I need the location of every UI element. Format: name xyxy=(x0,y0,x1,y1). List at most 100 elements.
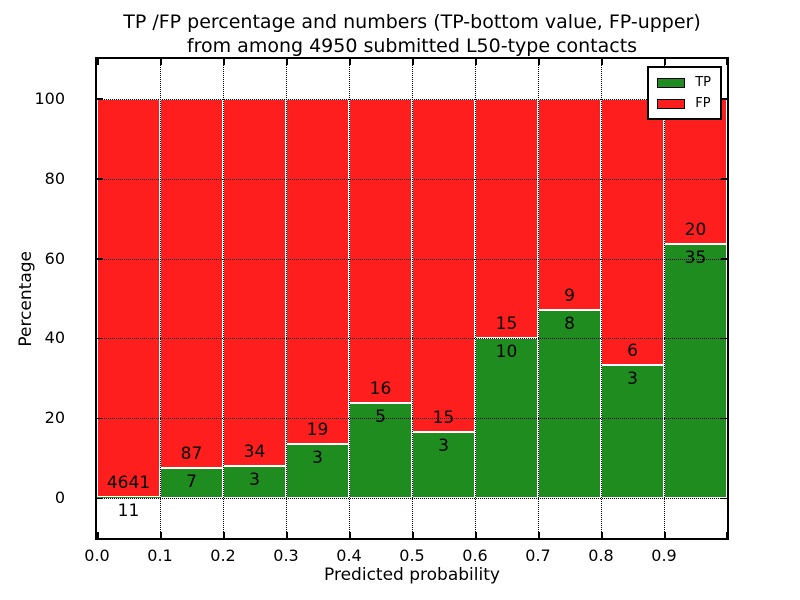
bar-segment-tp xyxy=(160,468,223,499)
chart-title: TP /FP percentage and numbers (TP-bottom… xyxy=(97,10,727,58)
gridline-vertical xyxy=(159,59,161,538)
x-tick-mark xyxy=(412,59,414,65)
gridline-vertical xyxy=(663,59,665,538)
bar-segment-fp xyxy=(349,98,412,404)
y-tick-mark xyxy=(97,178,103,180)
bar-segment-fp xyxy=(538,98,601,311)
y-tick-mark xyxy=(97,337,103,340)
gridline-vertical xyxy=(411,59,413,538)
bar-segment-tp xyxy=(286,443,349,499)
fp-count-label: 15 xyxy=(495,314,518,335)
x-tick-mark xyxy=(475,532,477,538)
x-tick-mark xyxy=(538,59,540,65)
y-tick-label: 60 xyxy=(44,248,65,268)
bar-segment-fp xyxy=(601,98,664,366)
x-tick-mark xyxy=(97,59,99,65)
tp-count-label: 3 xyxy=(312,447,323,468)
gridline-horizontal xyxy=(97,498,727,500)
x-tick-label: 0.8 xyxy=(588,546,614,565)
tp-legend-swatch xyxy=(657,77,686,88)
ticks-layer xyxy=(97,59,727,538)
fp-count-label: 87 xyxy=(180,444,203,465)
gridline-vertical xyxy=(348,59,350,538)
plot-area: 4641 11 87 7 34 3 19 3 16 5 15 3 15 10 9 8 6 3 20 35 TP FP xyxy=(95,57,729,540)
x-tick-mark xyxy=(97,532,99,538)
x-tick-mark xyxy=(601,59,603,65)
x-axis-label: Predicted probability xyxy=(324,565,500,585)
tp-count-label: 3 xyxy=(438,435,449,456)
fp-count-label: 20 xyxy=(684,220,707,241)
bar-segment-tp xyxy=(223,465,286,499)
bar-segment-fp xyxy=(475,98,538,339)
gridline-horizontal xyxy=(97,418,727,420)
legend-row: FP xyxy=(657,93,711,114)
x-tick-label: 0.9 xyxy=(651,546,677,565)
legend-row: TP xyxy=(657,72,711,93)
gridline-horizontal xyxy=(97,338,727,340)
fp-count-label: 9 xyxy=(564,286,575,307)
x-tick-label: 0.6 xyxy=(462,546,488,565)
x-tick-label: 0.5 xyxy=(399,546,425,565)
legend-label-tp: TP xyxy=(695,75,711,90)
y-tick-mark xyxy=(721,337,727,340)
x-tick-label: 0.7 xyxy=(525,546,551,565)
y-tick-mark xyxy=(721,497,727,500)
x-tick-mark xyxy=(286,532,288,538)
bar-segment-tp xyxy=(664,244,727,499)
fp-count-label: 15 xyxy=(432,407,455,428)
y-tick-mark xyxy=(721,258,727,260)
x-tick-mark xyxy=(475,59,477,65)
gridline-horizontal xyxy=(97,98,727,100)
x-tick-mark xyxy=(286,59,288,65)
x-tick-mark xyxy=(601,532,603,538)
fp-count-label: 6 xyxy=(627,341,638,362)
y-tick-mark xyxy=(721,98,727,100)
y-tick-mark xyxy=(721,417,727,420)
x-tick-mark xyxy=(664,59,666,65)
fp-legend-swatch xyxy=(657,98,686,109)
fp-count-label: 19 xyxy=(306,419,329,440)
gridline-vertical xyxy=(537,59,539,538)
y-tick-mark xyxy=(97,497,103,500)
y-tick-mark xyxy=(97,98,103,100)
tp-count-label: 35 xyxy=(684,248,707,269)
y-tick-label: 0 xyxy=(54,488,65,508)
x-tick-mark xyxy=(725,532,727,538)
x-tick-mark xyxy=(160,59,162,65)
bar-segment-fp xyxy=(223,98,286,466)
x-tick-mark xyxy=(160,532,162,538)
bar-segment-tp xyxy=(97,497,160,499)
gridline-horizontal xyxy=(97,258,727,260)
gridline-vertical xyxy=(474,59,476,538)
tp-count-label: 10 xyxy=(495,342,518,363)
chart-title-line1: TP /FP percentage and numbers (TP-bottom… xyxy=(123,11,701,33)
legend-label-fp: FP xyxy=(695,96,711,111)
bar-segment-fp xyxy=(664,98,727,245)
tp-count-label: 8 xyxy=(564,314,575,335)
gridline-vertical xyxy=(222,59,224,538)
x-tick-mark xyxy=(538,532,540,538)
gridline-vertical xyxy=(600,59,602,538)
y-tick-label: 80 xyxy=(44,168,65,188)
x-tick-label: 0.1 xyxy=(147,546,173,565)
x-tick-mark xyxy=(349,532,351,538)
gridline-vertical xyxy=(285,59,287,538)
chart-title-line2: from among 4950 submitted L50-type conta… xyxy=(186,35,638,57)
bar-labels-layer: 4641 11 87 7 34 3 19 3 16 5 15 3 15 10 9 8 6 3 20 35 xyxy=(97,59,727,538)
fp-count-label: 4641 xyxy=(106,473,151,494)
x-tick-label: 0.4 xyxy=(336,546,362,565)
tp-count-label: 3 xyxy=(249,469,260,490)
bar-segment-fp xyxy=(286,98,349,444)
gridlines-layer xyxy=(97,59,727,538)
y-axis-label: Percentage xyxy=(16,250,36,347)
x-tick-mark xyxy=(349,59,351,65)
y-tick-label: 20 xyxy=(44,408,65,428)
bar-segment-fp xyxy=(97,98,160,498)
x-tick-mark xyxy=(223,59,225,65)
tp-count-label: 7 xyxy=(186,472,197,493)
y-tick-label: 40 xyxy=(44,328,65,348)
tp-count-label: 11 xyxy=(117,501,140,522)
x-tick-mark xyxy=(725,59,727,65)
x-tick-label: 0.0 xyxy=(84,546,110,565)
